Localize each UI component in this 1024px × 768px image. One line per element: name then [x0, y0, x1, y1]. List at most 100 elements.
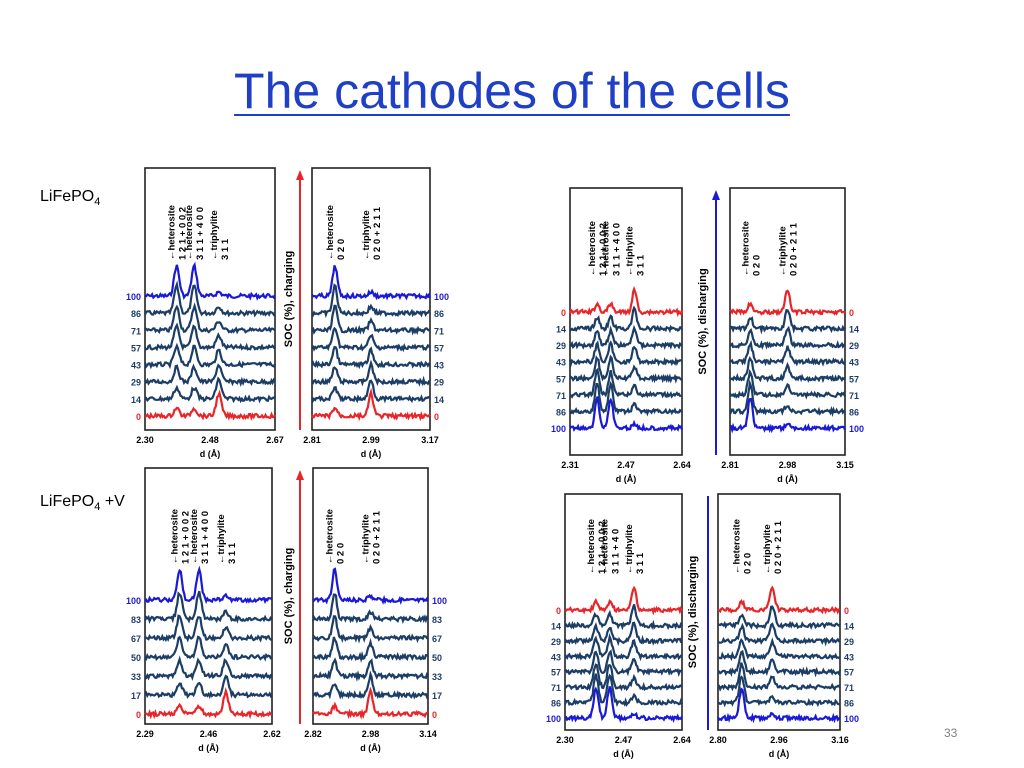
peak-annotation: ←triphylite 0 2 0 + 2 1 1	[778, 222, 800, 276]
peak-phase-label: ←triphylite	[778, 226, 789, 276]
spectrum-line-soc-29	[564, 621, 683, 647]
slide-title: The cathodes of the cells	[234, 63, 790, 119]
peak-phase-label: ←triphylite	[361, 210, 372, 260]
soc-label: 0	[136, 710, 141, 720]
soc-label: 71	[551, 683, 561, 693]
peak-hkl-label: 3 1 1 + 4 0 0	[200, 511, 211, 564]
soc-label: 0	[849, 308, 854, 318]
spectrum-line-soc-43	[564, 633, 683, 662]
spectrum-line-soc-100	[144, 261, 276, 301]
soc-label: 86	[131, 309, 141, 319]
spectrum-line-soc-100	[144, 565, 273, 605]
soc-label: 43	[551, 652, 561, 662]
tick-label: 2.98	[362, 729, 380, 739]
spectrum-line-soc-67	[144, 614, 273, 643]
soc-label: 71	[844, 683, 854, 693]
spectrum-line-soc-0	[144, 389, 276, 421]
peak-hkl-label: 3 1 1 + 4 0	[611, 529, 622, 574]
diffraction-panel: 0 14 29 43 57 71 86 100 ←heterosite 0 2 0 ←triphyl…	[709, 493, 859, 759]
spectrum-line-soc-100	[312, 567, 429, 606]
soc-label: 57	[131, 343, 141, 353]
soc-label: 83	[131, 615, 141, 625]
spectrum-line-soc-57	[717, 649, 842, 678]
arrow-head	[712, 190, 720, 200]
soc-label: 29	[434, 378, 444, 388]
peak-annotation: ←heterosite 3 1 1 + 4 0 0	[601, 221, 623, 276]
peak-phase-label: ←triphylite	[216, 514, 227, 564]
tick-label: 2.47	[617, 460, 635, 470]
spectrum-line-soc-17	[312, 670, 429, 700]
peak-annotation: ←heterosite 1 2 1 + 0 0 2	[170, 509, 192, 564]
soc-label: 100	[126, 596, 141, 606]
spectrum-line-soc-57	[729, 355, 846, 384]
panel-frame	[144, 467, 273, 725]
panel-frame	[569, 187, 683, 456]
slide-number: 33	[944, 726, 958, 740]
soc-label: 100	[844, 714, 859, 724]
arrow-head	[296, 170, 304, 180]
soc-label: 0	[844, 606, 849, 616]
peak-hkl-label: 0 2 0	[336, 543, 347, 564]
spectrum-line-soc-86	[143, 280, 276, 318]
peak-phase-label: ←triphylite	[625, 226, 636, 276]
peak-hkl-label: 3 1 1	[227, 542, 238, 564]
soc-label: 86	[551, 699, 561, 709]
peak-hkl-label: 1 2 1 + 0 0 2	[597, 521, 608, 574]
soc-direction-label: SOC (%), charging	[283, 251, 295, 348]
peak-hkl-label: 0 2 0 + 2 1 1	[773, 520, 784, 574]
sample-label-main: LiFePO	[40, 188, 95, 205]
soc-direction-arrow	[296, 470, 304, 724]
spectrum-line-soc-57	[569, 354, 683, 384]
soc-label: 14	[551, 621, 561, 631]
soc-label: 57	[551, 668, 561, 678]
spectrum-line-soc-14	[717, 605, 841, 631]
axis-label: d (Å)	[200, 449, 221, 459]
peak-annotation: ←heterosite 1 2 1 + 0 0 2	[586, 519, 608, 574]
spectrum-line-soc-100	[569, 396, 684, 433]
peak-hkl-label: 0 2 0	[743, 553, 754, 574]
spectrum-line-soc-33	[313, 657, 429, 682]
spectrum-line-soc-71	[728, 368, 847, 400]
panel-frame	[312, 467, 429, 725]
soc-label: 100	[434, 292, 449, 302]
diffraction-panel: 100 83 67 50 33 17 0 ←heterosite 0 2 0 ←triphylit…	[304, 467, 447, 753]
peak-hkl-label: 0 2 0 + 2 1 1	[789, 222, 800, 276]
soc-label: 0	[136, 412, 141, 422]
soc-label: 57	[849, 374, 859, 384]
peak-hkl-label: 1 2 1 + 0 0 2	[178, 207, 189, 260]
tick-label: 2.29	[136, 729, 154, 739]
soc-label: 0	[556, 606, 561, 616]
spectrum-line-soc-50	[312, 636, 429, 664]
sample-label-subscript: 4	[94, 501, 101, 514]
diffraction-panel: 100 86 71 57 43 29 14 0 ←heterosite 0 2 0 ←triphyl…	[303, 167, 449, 459]
peak-phase-label: ←heterosite	[740, 221, 751, 276]
tick-label: 2.81	[303, 435, 321, 445]
peak-annotation: ←heterosite 3 1 1 + 4 0 0	[184, 205, 206, 260]
panel-frame	[144, 167, 276, 431]
spectrum-line-soc-0	[310, 387, 431, 422]
spectrum-line-soc-0	[564, 585, 683, 616]
soc-label: 57	[434, 343, 444, 353]
tick-label: 2.47	[615, 735, 633, 745]
panel-frame	[311, 167, 431, 431]
peak-phase-label: ←heterosite	[600, 519, 611, 574]
tick-label: 2.48	[201, 435, 219, 445]
peak-phase-label: ←heterosite	[189, 509, 200, 564]
arrow-head	[296, 470, 304, 480]
peak-hkl-label: 3 1 1	[636, 254, 647, 276]
peak-phase-label: ←heterosite	[587, 221, 598, 276]
soc-label: 14	[556, 325, 566, 335]
spectrum-line-soc-0	[312, 686, 428, 720]
peak-phase-label: ←triphylite	[624, 524, 635, 574]
spectrum-line-soc-86	[563, 673, 684, 708]
spectrum-line-soc-14	[728, 309, 846, 335]
tick-label: 2.64	[673, 735, 691, 745]
soc-label: 29	[551, 637, 561, 647]
axis-label: d (Å)	[769, 749, 790, 759]
tick-label: 2.30	[556, 735, 574, 745]
spectrum-line-soc-14	[310, 379, 431, 404]
peak-phase-label: ←heterosite	[586, 519, 597, 574]
tick-label: 2.80	[709, 735, 727, 745]
peak-annotation: ←triphylite 0 2 0 + 2 1 1	[762, 520, 784, 574]
